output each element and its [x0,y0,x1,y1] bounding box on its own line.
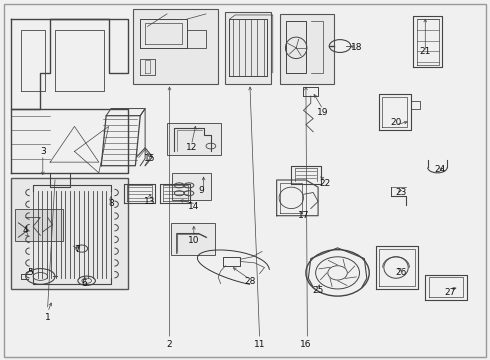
Text: 1: 1 [45,313,50,322]
Text: 3: 3 [40,147,46,156]
Text: 14: 14 [188,202,199,211]
Text: 2: 2 [167,340,172,349]
Text: 25: 25 [313,286,324,295]
Bar [167,123,220,155]
Text: 26: 26 [395,268,407,277]
Bar [11,178,128,289]
Text: 4: 4 [23,225,28,234]
Text: 7: 7 [74,245,80,254]
Text: 15: 15 [144,154,156,163]
Text: 18: 18 [351,43,363,52]
Bar [15,208,63,241]
Text: 24: 24 [434,165,445,174]
Text: 13: 13 [144,197,156,206]
Text: 12: 12 [186,143,197,152]
Text: 23: 23 [395,188,407,197]
Text: 6: 6 [81,279,87,288]
Bar [172,173,211,200]
Text: 9: 9 [198,186,204,195]
Text: 27: 27 [444,288,455,297]
Bar [280,14,334,84]
Text: 19: 19 [317,108,329,117]
Text: 8: 8 [108,199,114,208]
Text: 10: 10 [188,236,199,245]
Text: 16: 16 [300,340,312,349]
Text: 22: 22 [320,179,331,188]
Text: 17: 17 [298,211,309,220]
Text: 21: 21 [419,47,431,56]
Text: 20: 20 [391,118,402,127]
Bar [133,9,218,84]
Text: 11: 11 [254,340,266,349]
Text: 28: 28 [244,277,256,286]
Bar [171,223,215,255]
Text: 5: 5 [28,268,33,277]
Bar [224,12,271,84]
